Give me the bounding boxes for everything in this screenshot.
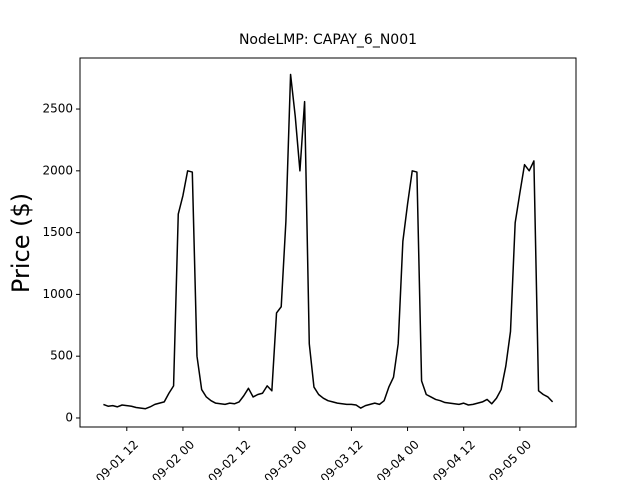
y-tick-label: 2500 bbox=[42, 102, 73, 116]
x-tick-label: 09-02 00 bbox=[149, 437, 197, 480]
x-tick-label: 09-03 12 bbox=[318, 437, 366, 480]
x-tick-label: 09-03 00 bbox=[262, 437, 310, 480]
x-tick-label: 09-04 12 bbox=[430, 437, 478, 480]
x-tick-label: 09-02 12 bbox=[205, 437, 253, 480]
y-tick-label: 0 bbox=[65, 410, 73, 424]
chart-title: NodeLMP: CAPAY_6_N001 bbox=[239, 32, 417, 48]
y-tick-label: 500 bbox=[50, 349, 73, 363]
plot-frame bbox=[79, 57, 577, 428]
y-tick-label: 1000 bbox=[42, 287, 73, 301]
x-tick-label: 09-01 12 bbox=[93, 437, 141, 480]
y-tick-label: 1500 bbox=[42, 225, 73, 239]
y-axis-label: Price ($) bbox=[7, 193, 35, 293]
x-tick-label: 09-05 00 bbox=[486, 437, 534, 480]
x-tick-label: 09-04 00 bbox=[374, 437, 422, 480]
series-line bbox=[103, 73, 554, 410]
y-tick-label: 2000 bbox=[42, 163, 73, 177]
